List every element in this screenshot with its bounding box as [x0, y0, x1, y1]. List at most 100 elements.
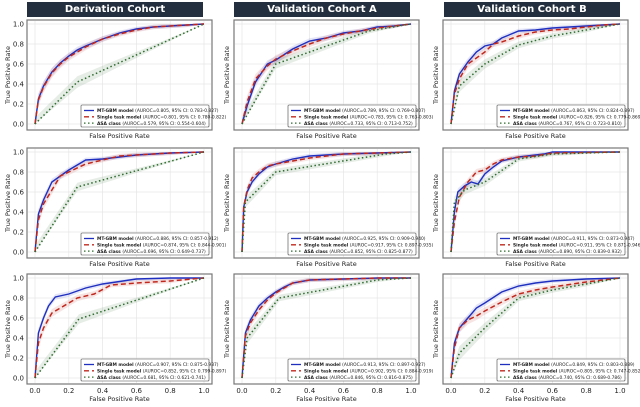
legend: MT-GBM model (AUROC=0.913, 95% CI: 0.897… — [287, 358, 433, 382]
legend-entry-single-task: Single task model (AUROC=0.826, 95% CI: … — [513, 115, 640, 121]
y-tick-label: 0.6 — [13, 189, 25, 197]
y-tick-label: 0.0 — [13, 121, 24, 129]
legend-entry-mt-gbm: MT-GBM model (AUROC=0.886, 95% CI: 0.857… — [97, 236, 219, 242]
y-axis-label: True Positive Rate — [432, 174, 440, 233]
roc-panel-3-2: 0.0 0.2 0.4 0.6 0.8 1.0 False Positive Rate Tru… — [223, 273, 433, 403]
roc-line-single-task — [241, 23, 412, 125]
legend-entry-single-task: Single task model (AUROC=0.874, 95% CI: … — [97, 243, 226, 249]
roc-panel-3-1: 0.0 0.2 0.4 0.6 0.8 1.0 0.0 0.2 0.4 0.6 0.8 1.0 Fals… — [4, 273, 226, 403]
x-axis-label: False Positive Rate — [296, 395, 356, 403]
column-header-validation-b: Validation Cohort B — [444, 2, 620, 17]
legend: MT-GBM model (AUROC=0.907, 95% CI: 0.875… — [80, 358, 226, 382]
legend-entry-asa-class: ASA class (AUROC=0.846, 95% CI: 0.816-0.… — [304, 375, 413, 381]
y-axis-label: True Positive Rate — [432, 46, 440, 105]
column-header-validation-a: Validation Cohort A — [234, 2, 410, 17]
x-axis-label: False Positive Rate — [296, 132, 356, 140]
roc-panel-1-2: False Positive Rate True Positive Rate MT-… — [223, 19, 433, 140]
ci-band-asa-class — [35, 278, 204, 378]
y-tick-label: 0.8 — [13, 169, 24, 177]
ci-band-single-task — [35, 24, 204, 124]
x-tick-label: 0.6 — [131, 387, 143, 395]
y-tick-label: 0.0 — [13, 375, 24, 383]
legend-entry-single-task: Single task model (AUROC=0.911, 95% CI: … — [513, 243, 640, 249]
roc-line-asa-class — [34, 151, 205, 253]
roc-line-single-task — [34, 23, 205, 125]
legend-entry-single-task: Single task model (AUROC=0.917, 95% CI: … — [304, 243, 433, 249]
x-tick-label: 0.8 — [372, 387, 383, 395]
y-tick-label: 0.4 — [13, 209, 25, 217]
x-axis-label: False Positive Rate — [505, 132, 565, 140]
legend-entry-asa-class: ASA class (AUROC=0.579, 95% CI: 0.554-0.… — [97, 121, 206, 127]
x-tick-label: 0.0 — [236, 387, 247, 395]
x-tick-label: 0.4 — [97, 387, 109, 395]
legend-entry-single-task: Single task model (AUROC=0.805, 95% CI: … — [513, 369, 640, 375]
ci-band-asa-class — [242, 24, 411, 124]
legend: MT-GBM model (AUROC=0.863, 95% CI: 0.824… — [496, 104, 640, 128]
y-tick-label: 0.2 — [13, 355, 24, 363]
legend-entry-asa-class: ASA class (AUROC=0.733, 95% CI: 0.713-0.… — [304, 121, 413, 127]
legend-entry-mt-gbm: MT-GBM model (AUROC=0.907, 95% CI: 0.875… — [97, 362, 219, 368]
roc-line-mt-gbm — [450, 23, 621, 125]
y-tick-label: 0.8 — [13, 295, 24, 303]
roc-line-asa-class — [241, 23, 412, 125]
legend: MT-GBM model (AUROC=0.849, 95% CI: 0.803… — [496, 358, 640, 382]
x-axis-label: False Positive Rate — [89, 132, 149, 140]
x-tick-label: 0.0 — [29, 387, 40, 395]
roc-panel-2-2: False Positive Rate True Positive Rate MT-… — [223, 147, 433, 268]
y-axis-label: True Positive Rate — [4, 174, 12, 233]
roc-line-single-task — [34, 151, 205, 253]
ci-band-asa-class — [451, 278, 620, 378]
roc-line-single-task — [241, 277, 411, 379]
y-axis-label: True Positive Rate — [4, 300, 12, 359]
y-tick-label: 1.0 — [13, 21, 24, 29]
roc-line-single-task — [241, 151, 412, 253]
roc-panel-2-1: 0.0 0.2 0.4 0.6 0.8 1.0 False Positive Rate Tru… — [4, 147, 226, 268]
roc-panel-3-3: 0.0 0.2 0.4 0.6 0.8 1.0 False Positive Rate Tru… — [432, 273, 640, 403]
x-tick-label: 0.8 — [581, 387, 592, 395]
roc-panel-1-1: 0.0 0.2 0.4 0.6 0.8 1.0 False Positive Rate Tru… — [4, 19, 226, 140]
column-header-derivation: Derivation Cohort — [27, 2, 203, 17]
x-tick-label: 0.4 — [304, 387, 316, 395]
roc-line-single-task — [450, 277, 621, 379]
roc-line-asa-class — [450, 277, 621, 379]
y-tick-label: 0.4 — [13, 335, 25, 343]
y-tick-label: 0.6 — [13, 315, 25, 323]
roc-line-mt-gbm — [34, 277, 204, 379]
x-tick-label: 1.0 — [614, 387, 625, 395]
y-tick-label: 1.0 — [13, 149, 24, 157]
x-axis-label: False Positive Rate — [505, 395, 565, 403]
y-tick-label: 0.2 — [13, 101, 24, 109]
ci-band-single-task — [451, 278, 620, 378]
roc-line-single-task — [450, 151, 621, 253]
legend: MT-GBM model (AUROC=0.925, 95% CI: 0.909… — [287, 232, 433, 256]
y-axis-label: True Positive Rate — [223, 174, 231, 233]
x-tick-label: 0.0 — [445, 387, 456, 395]
roc-line-single-task — [450, 23, 621, 125]
legend-entry-asa-class: ASA class (AUROC=0.852, 95% CI: 0.825-0.… — [304, 249, 413, 255]
legend: MT-GBM model (AUROC=0.911, 95% CI: 0.873… — [496, 232, 640, 256]
x-tick-label: 0.2 — [63, 387, 74, 395]
x-axis-label: False Positive Rate — [89, 395, 149, 403]
y-tick-label: 1.0 — [13, 275, 24, 283]
legend-entry-single-task: Single task model (AUROC=0.801, 95% CI: … — [97, 115, 226, 121]
legend: MT-GBM model (AUROC=0.886, 95% CI: 0.857… — [80, 232, 226, 256]
legend: MT-GBM model (AUROC=0.805, 95% CI: 0.783… — [80, 104, 226, 128]
roc-line-asa-class — [34, 23, 205, 125]
legend-entry-mt-gbm: MT-GBM model (AUROC=0.913, 95% CI: 0.897… — [304, 362, 426, 368]
x-tick-label: 1.0 — [405, 387, 416, 395]
legend-entry-single-task: Single task model (AUROC=0.852, 95% CI: … — [97, 369, 226, 375]
legend-entry-mt-gbm: MT-GBM model (AUROC=0.805, 95% CI: 0.783… — [97, 108, 219, 114]
x-axis-label: False Positive Rate — [505, 260, 565, 268]
y-axis-label: True Positive Rate — [223, 46, 231, 105]
legend-entry-mt-gbm: MT-GBM model (AUROC=0.925, 95% CI: 0.909… — [304, 236, 426, 242]
legend-entry-asa-class: ASA class (AUROC=0.696, 95% CI: 0.649-0.… — [97, 249, 206, 255]
roc-line-asa-class — [450, 23, 621, 125]
x-tick-label: 0.4 — [513, 387, 525, 395]
legend: MT-GBM model (AUROC=0.789, 95% CI: 0.769… — [287, 104, 433, 128]
legend-entry-mt-gbm: MT-GBM model (AUROC=0.789, 95% CI: 0.769… — [304, 108, 426, 114]
legend-entry-mt-gbm: MT-GBM model (AUROC=0.849, 95% CI: 0.803… — [513, 362, 635, 368]
x-axis-label: False Positive Rate — [89, 260, 149, 268]
x-axis-label: False Positive Rate — [296, 260, 356, 268]
legend-entry-asa-class: ASA class (AUROC=0.767, 95% CI: 0.723-0.… — [513, 121, 622, 127]
